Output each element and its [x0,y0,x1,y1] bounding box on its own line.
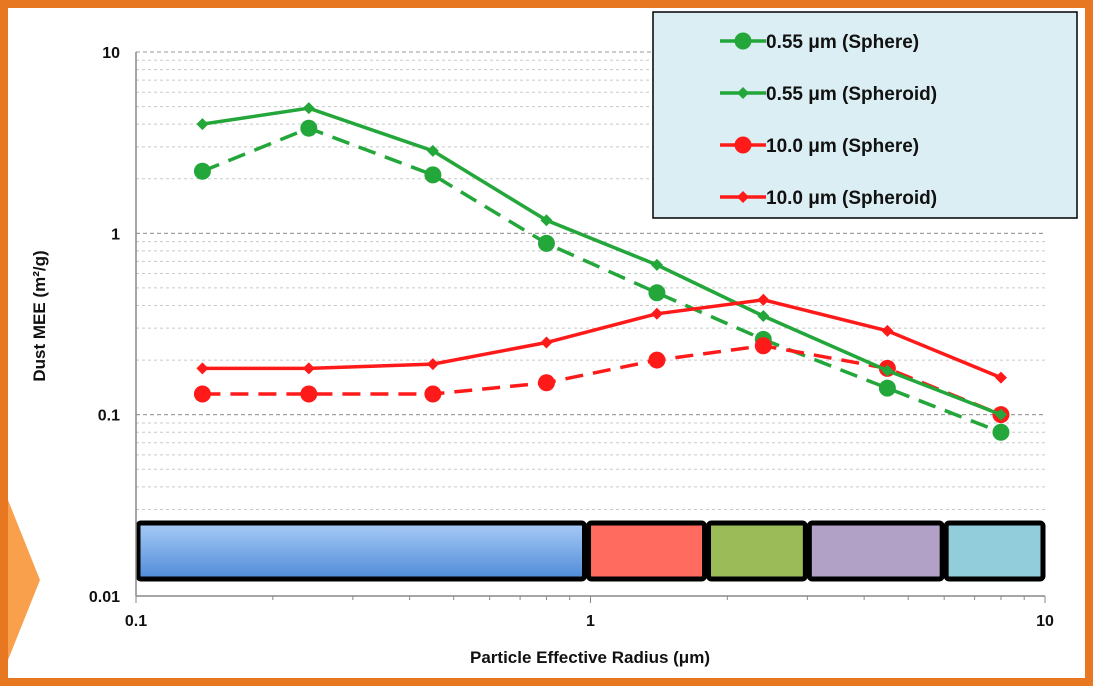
size-bin-box [943,520,1046,582]
axes: 0.1 1 10 0.01 0.1 1 10 [89,45,1054,630]
data-point [881,364,894,377]
data-point [426,358,439,371]
data-point [302,102,315,115]
data-point [196,362,209,375]
data-point [196,118,209,131]
data-point [424,385,442,403]
legend-label: 0.55 μm (Sphere) [766,32,919,53]
data-point [650,258,663,271]
data-point [537,374,555,392]
data-point [878,379,896,397]
data-point [426,144,439,157]
size-bins [135,520,1046,582]
data-point [540,336,553,349]
size-bin-box [706,520,808,582]
legend-label: 10.0 μm (Spheroid) [766,188,937,209]
x-tick-label: 0.1 [125,613,147,630]
side-arrow-decoration [8,500,40,660]
size-bin-box [135,520,588,582]
y-axis-label: Dust MEE (m²/g) [30,250,49,381]
x-axis-label: Particle Effective Radius (μm) [470,648,710,667]
data-point [648,351,666,369]
legend-marker [734,136,752,154]
legend-entry: 10.0 μm (Sphere) [720,136,919,157]
data-point [302,362,315,375]
series-line [202,298,1002,380]
data-point [992,423,1010,441]
legend-label: 0.55 μm (Spheroid) [766,84,937,105]
size-bin-box [806,520,945,582]
data-point [757,310,770,323]
size-bin-box [586,520,708,582]
x-tick-label: 1 [586,613,595,630]
data-point [754,337,772,355]
data-point [994,408,1007,421]
legend-marker [737,191,749,203]
series [193,337,1010,424]
data-point [757,293,770,306]
data-point [424,166,442,184]
legend-box [652,11,1078,219]
y-tick-label: 1 [111,226,120,243]
series-line [202,106,1002,417]
x-tick-label: 10 [1036,613,1054,630]
series [196,293,1007,384]
data-point [537,234,555,252]
data-point [540,214,553,227]
series-line [201,126,1002,434]
y-tick-label: 0.01 [89,589,120,606]
legend-label: 10.0 μm (Sphere) [766,136,919,157]
y-tick-label: 10 [102,45,120,62]
data-point [648,284,666,302]
data-point [881,324,894,337]
legend-entry: 10.0 μm (Spheroid) [720,188,937,209]
data-point [193,162,211,180]
series-line [202,343,1002,417]
series-group [193,102,1010,441]
legend-entry: 0.55 μm (Spheroid) [720,84,937,105]
legend: 0.55 μm (Sphere) 0.55 μm (Spheroid) 10.0 μ… [652,11,1078,219]
data-point [300,385,318,403]
legend-marker [734,32,752,50]
legend-entry: 0.55 μm (Sphere) [720,32,919,53]
data-point [193,385,211,403]
y-tick-label: 0.1 [98,408,120,425]
data-point [300,119,318,137]
series [196,102,1007,421]
legend-marker [737,87,749,99]
data-point [994,371,1007,384]
data-point [650,307,663,320]
